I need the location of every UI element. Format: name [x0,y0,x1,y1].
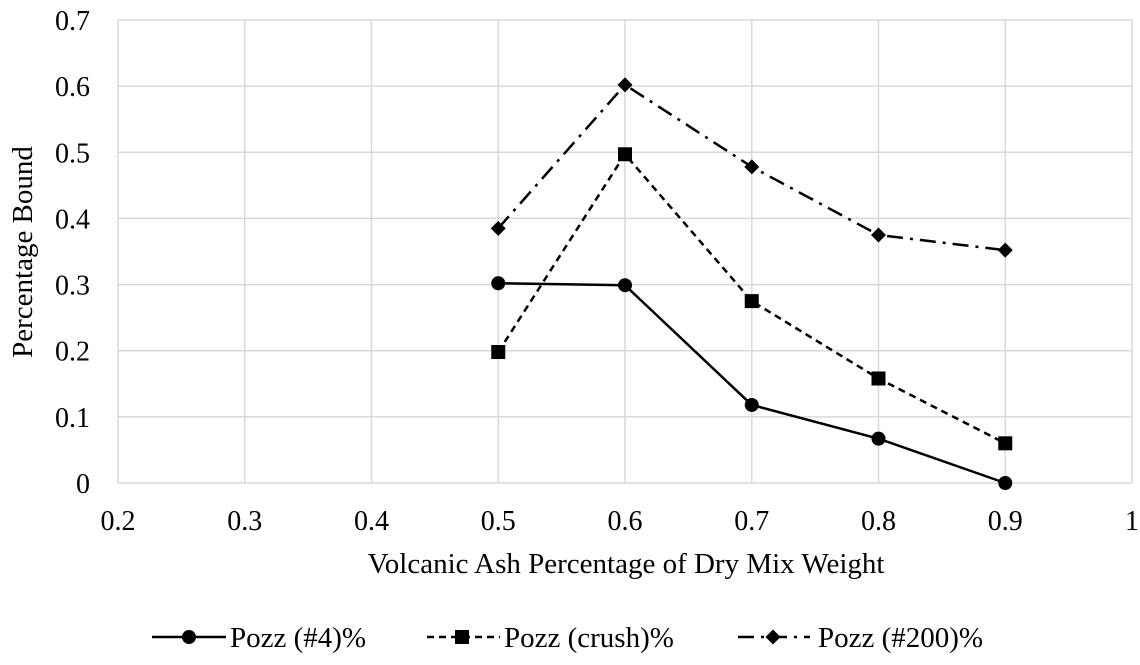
series-circle [491,276,1013,490]
data-point [744,294,759,309]
y-tick-label: 0.4 [55,204,90,235]
data-point [871,227,886,243]
data-point [998,476,1013,490]
data-point [998,436,1013,451]
data-point [744,159,760,175]
x-tick-label: 0.3 [227,506,262,537]
legend: Pozz (#4)% Pozz (crush)% Pozz (#200)% [152,622,983,654]
legend-item: Pozz (crush)% [427,622,674,654]
data-point [618,147,632,162]
x-axis-title: Volcanic Ash Percentage of Dry Mix Weigh… [368,548,885,580]
x-tick-label: 0.5 [481,506,516,537]
legend-item: Pozz (#200)% [738,622,983,654]
y-tick-label: 0 [76,469,90,500]
x-tick-label: 0.8 [861,506,896,537]
data-point [618,278,632,293]
y-tick-label: 0.6 [55,72,90,103]
y-tick-label: 0.2 [55,337,90,368]
y-tick-label: 0.7 [55,6,90,37]
data-point [871,431,886,446]
legend-label: Pozz (crush)% [504,622,674,654]
x-tick-label: 0.2 [101,506,136,537]
legend-marker [182,630,196,644]
x-tick-label: 0.6 [608,506,643,537]
series-diamond [490,77,1013,258]
legend-item: Pozz (#4)% [152,622,366,654]
legend-marker [455,630,469,644]
axis-layer: 0.2 0.3 0.4 0.5 0.6 0.7 0.8 0.9 1 0 0.1 0.2 0.3 0.4 0.… [55,6,1139,537]
x-tick-label: 0.7 [734,506,769,537]
x-tick-label: 0.9 [988,506,1023,537]
series-layer [490,77,1013,490]
y-tick-label: 0.1 [55,403,90,434]
data-point [871,371,886,386]
y-tick-label: 0.3 [55,271,90,302]
legend-marker [765,629,781,645]
legend-label: Pozz (#200)% [818,622,983,654]
data-point [744,397,759,412]
data-point [997,242,1013,258]
data-point [491,345,506,360]
x-tick-label: 0.4 [354,506,389,537]
data-point [617,77,633,93]
x-tick-label: 1 [1125,506,1139,537]
data-point [490,220,506,236]
series-line [497,152,1006,445]
y-tick-label: 0.5 [55,138,90,169]
y-axis-title: Percentage Bound [7,146,39,358]
series-square [491,147,1013,451]
legend-label: Pozz (#4)% [230,622,366,654]
data-point [491,276,506,291]
